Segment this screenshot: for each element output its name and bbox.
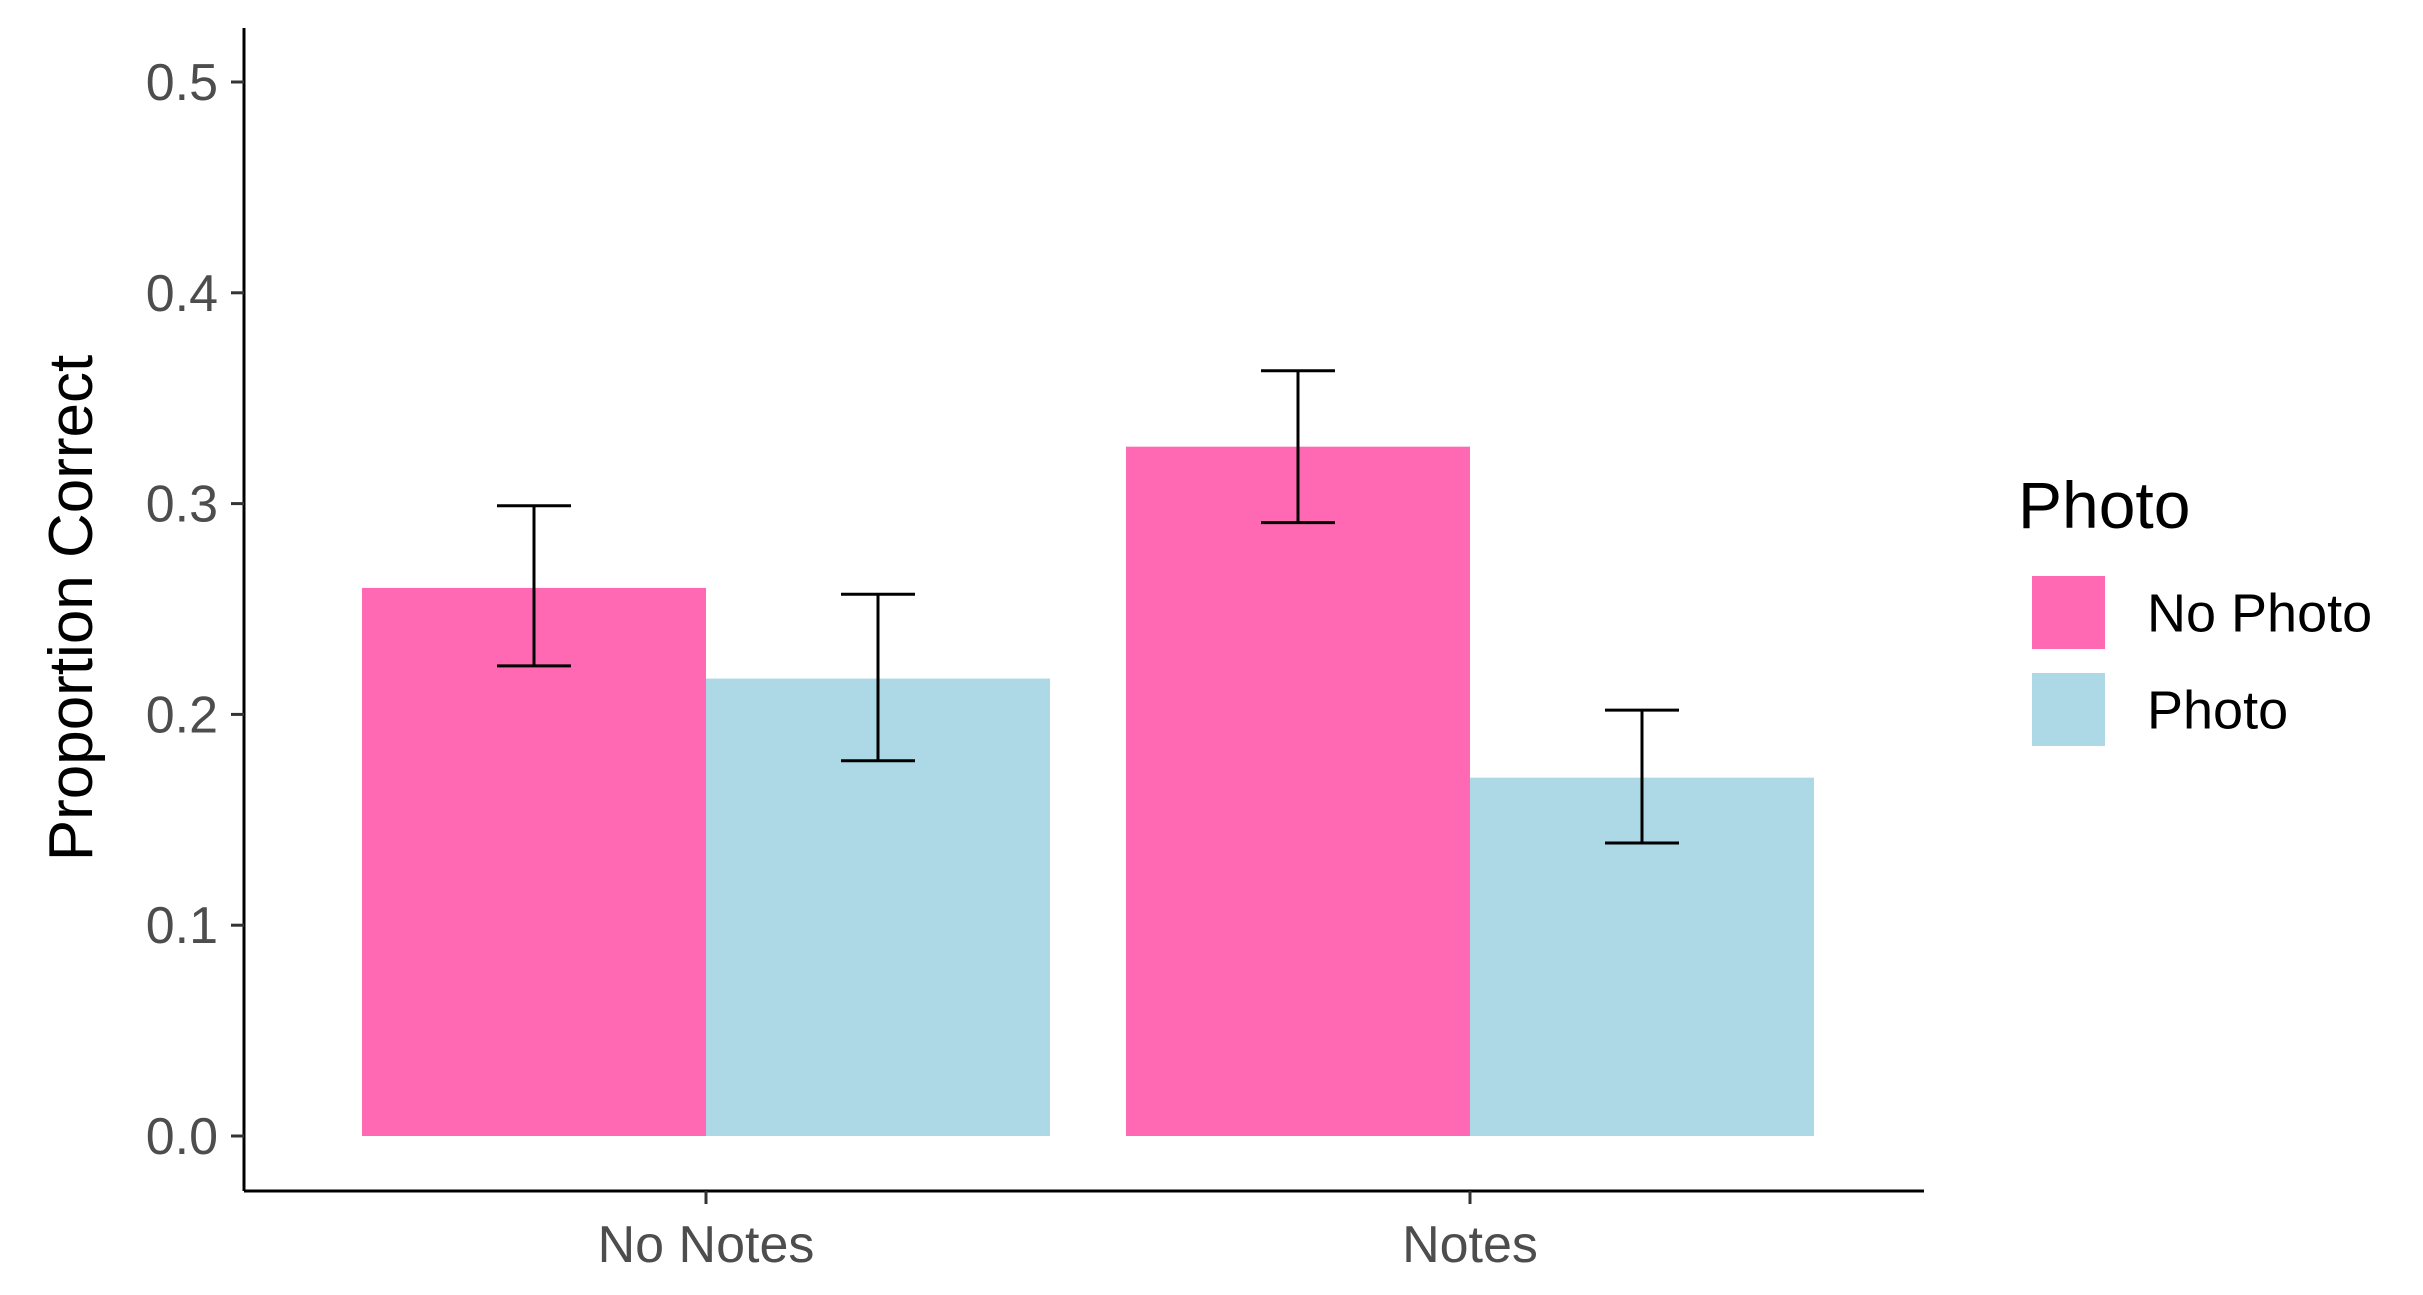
legend-item-photo: Photo [2032,673,2288,746]
y-axis-title: Proportion Correct [37,355,106,862]
error-bar-notes-photo [1605,708,1679,845]
bars-layer [362,446,1814,1137]
legend-items: No Photo Photo [2032,576,2372,746]
legend-item-no-photo: No Photo [2032,576,2372,649]
x-tick-label: Notes [1402,1216,1538,1274]
legend-key-photo [2032,673,2105,746]
legend-label-photo: Photo [2147,681,2288,741]
axes-layer [242,28,1924,1193]
error-bars-layer [497,369,1679,845]
legend-label-no-photo: No Photo [2147,584,2372,644]
y-tick-label: 0.1 [146,897,218,955]
x-tick-label: No Notes [598,1216,815,1274]
y-tick-label: 0.3 [146,476,218,534]
legend-key-no-photo [2032,576,2105,649]
y-tick-label: 0.5 [146,54,218,112]
legend: Photo No Photo Photo [2018,468,2372,746]
y-tick-label: 0.4 [146,265,218,323]
bar-no-notes-no-photo [362,587,706,1136]
x-ticks: No Notes Notes [598,1191,1538,1274]
y-tick-label: 0.2 [146,686,218,744]
error-bar-notes-no-photo [1261,369,1335,525]
y-ticks: 0.0 0.1 0.2 0.3 0.4 0.5 [146,54,244,1166]
y-tick-label: 0.0 [146,1108,218,1166]
error-bar-no-notes-photo [841,592,915,763]
legend-title: Photo [2018,468,2190,542]
bar-notes-no-photo [1126,446,1470,1137]
error-bar-no-notes-no-photo [497,504,571,668]
